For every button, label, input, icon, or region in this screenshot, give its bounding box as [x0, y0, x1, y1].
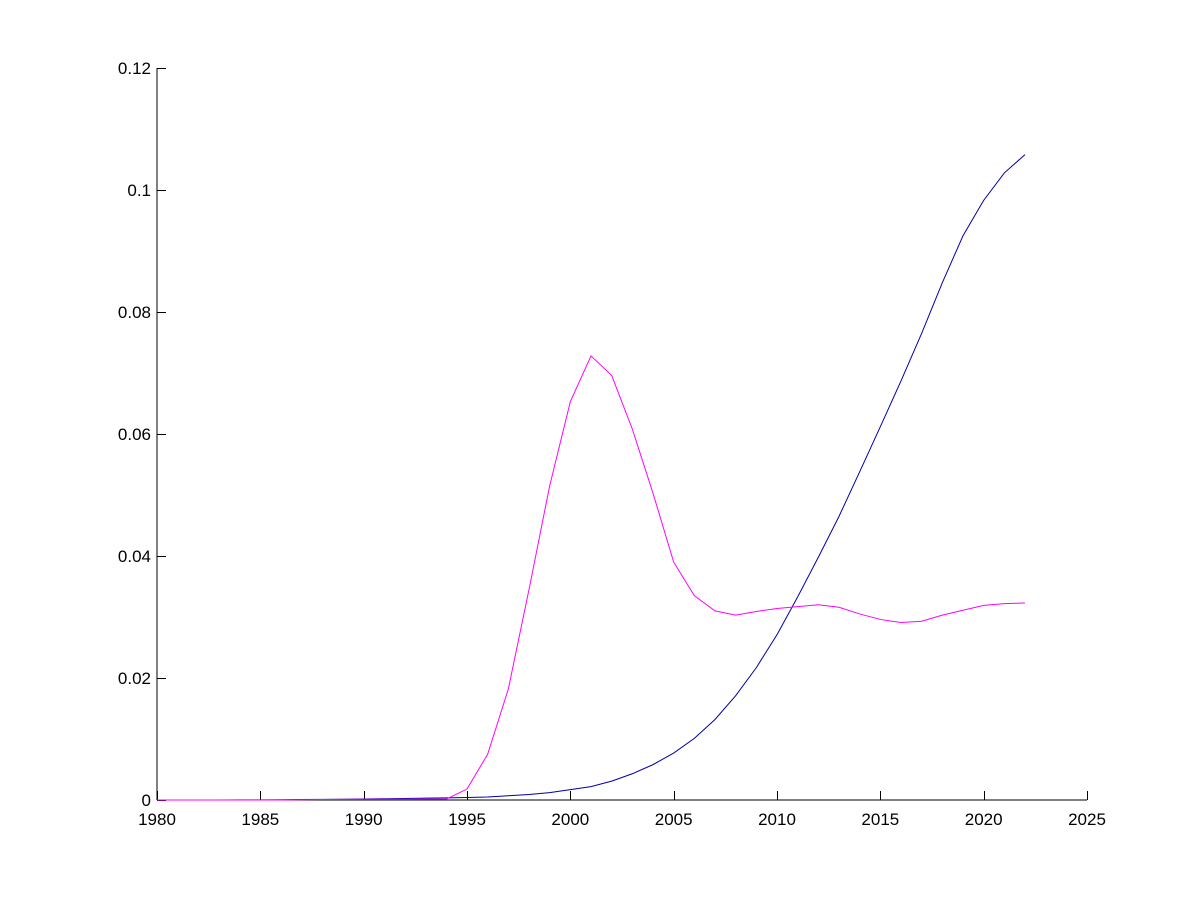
x-tick-label: 2005	[655, 810, 693, 829]
plot-area	[157, 154, 1026, 801]
y-tick-label: 0.12	[118, 59, 151, 78]
x-tick-label: 2010	[758, 810, 796, 829]
axes	[156, 68, 1088, 801]
y-tick-label: 0.1	[127, 181, 151, 200]
y-tick-label: 0.02	[118, 669, 151, 688]
series-line-2	[157, 355, 1026, 801]
y-tick-label: 0.08	[118, 303, 151, 322]
x-tick-label: 1985	[241, 810, 279, 829]
y-tick-label: 0.04	[118, 547, 151, 566]
series-line-1	[157, 154, 1026, 801]
x-tick-label: 2020	[965, 810, 1003, 829]
y-tick-label: 0	[142, 791, 151, 810]
x-tick-label: 2025	[1068, 810, 1106, 829]
x-tick-label: 1995	[448, 810, 486, 829]
x-tick-label: 2000	[551, 810, 589, 829]
y-tick-label: 0.06	[118, 425, 151, 444]
x-tick-label: 2015	[861, 810, 899, 829]
x-tick-label: 1990	[345, 810, 383, 829]
x-tick-label: 1980	[138, 810, 176, 829]
tick-labels: 1980 1985 1990 1995 2000 2005 2010 2015 2020 2025…	[118, 59, 1106, 829]
